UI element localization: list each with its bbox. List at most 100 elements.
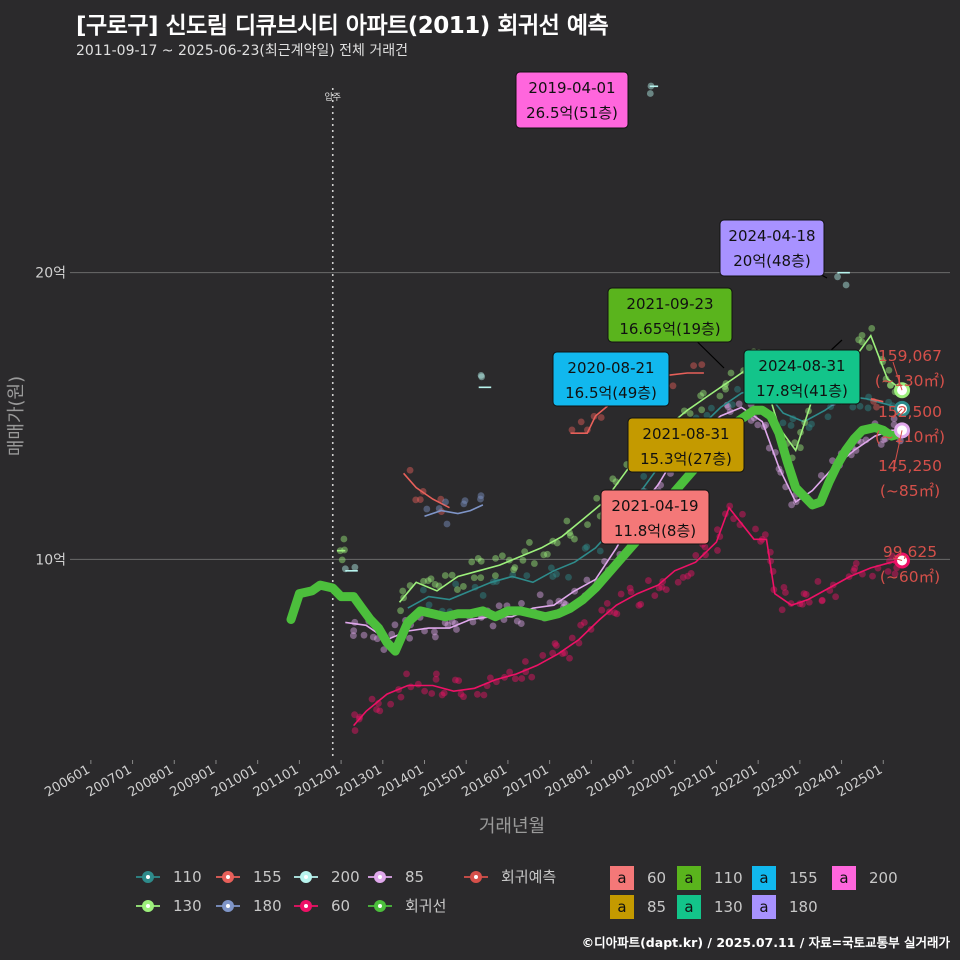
scatter-point [584, 521, 591, 529]
scatter-point [583, 543, 591, 551]
prediction-leader [892, 361, 903, 391]
x-tick-label: 202301 [751, 762, 801, 800]
scatter-point [635, 601, 643, 609]
annotation-box [743, 349, 861, 405]
legend-box-glyph: a [617, 869, 626, 887]
x-tick-label: 202501 [835, 762, 885, 800]
prediction-value: 145,250 [878, 457, 942, 475]
scatter-point [437, 495, 445, 503]
scatter-point [349, 632, 357, 639]
x-tick-label: 201701 [501, 762, 551, 800]
scatter-point [802, 591, 810, 598]
scatter-point [662, 586, 670, 594]
scatter-point [587, 625, 595, 633]
scatter-point [609, 475, 617, 483]
y-axis-title: 매매가(원) [6, 376, 27, 456]
scatter-point [518, 600, 525, 607]
scatter-point [692, 552, 700, 559]
annotation-date: 2021-09-23 [626, 295, 713, 313]
scatter-point [452, 580, 460, 588]
legend-label: 회귀예측 [501, 868, 556, 886]
scatter-point [551, 640, 559, 647]
chart-title: [구로구] 신도림 디큐브시티 아파트(2011) 회귀선 예측 [76, 13, 609, 39]
scatter-point [679, 574, 687, 581]
annotation-date: 2024-04-18 [728, 227, 815, 245]
scatter-point [406, 466, 414, 474]
scatter-point [543, 550, 551, 558]
scatter-point [581, 544, 589, 552]
scatter-point [890, 415, 898, 423]
x-tick-label: 201401 [376, 762, 426, 800]
scatter-point [796, 444, 804, 452]
scatter-point [441, 572, 449, 579]
scatter-point [858, 331, 866, 339]
scatter-point [567, 532, 574, 539]
prediction-value: 159,067 [878, 347, 942, 365]
scatter-point [510, 566, 518, 574]
scatter-point [441, 619, 449, 627]
scatter-point [684, 572, 692, 580]
scatter-point [727, 369, 735, 377]
scatter-point [698, 406, 706, 414]
scatter-point [613, 610, 621, 618]
scatter-point [728, 401, 736, 409]
scatter-point [340, 535, 348, 543]
scatter-point [577, 621, 585, 629]
annotation-layer: 2019-04-01 26.5억(51층) 2024-04-18 20억(48층) 20… [515, 71, 861, 545]
scatter-point [461, 497, 469, 505]
prediction-size: (~110㎡) [875, 428, 945, 446]
prediction-leader [892, 430, 903, 473]
scatter-point [444, 621, 452, 629]
scatter-point [778, 606, 786, 614]
scatter-point [420, 577, 427, 585]
scatter-point [549, 649, 557, 657]
scatter-point [539, 652, 547, 659]
legend-box-key [677, 866, 701, 890]
legend-label: 200 [331, 868, 360, 886]
legend-dot-center [146, 904, 150, 908]
scatter-point [440, 689, 448, 697]
scatter-point [451, 676, 459, 684]
scatter-point [388, 630, 396, 638]
scatter-point [896, 437, 904, 445]
legend-dot-center [474, 875, 478, 879]
legend-dot-center [378, 875, 382, 879]
legend-dot-center [146, 875, 150, 879]
scatter-point [486, 674, 494, 682]
scatter-point [603, 599, 611, 607]
scatter-point [530, 560, 538, 567]
scatter-point [457, 690, 465, 698]
scatter-point [782, 589, 789, 596]
legend-label: 130 [173, 897, 202, 915]
scatter-point [698, 361, 706, 369]
scatter-point [477, 574, 485, 582]
scatter-point [454, 586, 461, 594]
legend-box-key [832, 866, 856, 890]
x-tick-label: 202101 [668, 762, 718, 800]
x-tick-label: 201501 [418, 762, 468, 800]
scatter-point [414, 680, 422, 688]
scatter-point [397, 607, 404, 615]
scatter-point [412, 496, 420, 504]
scatter-point [687, 569, 695, 577]
scatter-point [376, 707, 384, 715]
legend-label: 회귀선 [405, 897, 446, 915]
y-tick-label: 10억 [35, 552, 66, 568]
x-tick-label: 201101 [251, 762, 301, 800]
scatter-point [419, 586, 427, 594]
scatter-point [356, 713, 364, 721]
scatter-point [477, 492, 485, 500]
legend-dot-center [226, 904, 230, 908]
legend-box-glyph: a [759, 898, 768, 916]
scatter-point [522, 658, 529, 665]
scatter-point [368, 695, 376, 703]
scatter-point [864, 404, 872, 412]
annotation-price: 20억(48층) [733, 252, 810, 270]
scatter-point [351, 711, 358, 719]
scatter-point [380, 646, 388, 654]
scatter-point [699, 389, 707, 397]
scatter-point [583, 576, 591, 584]
prediction-value: 99,625 [883, 543, 937, 561]
scatter-point [834, 273, 841, 281]
scatter-point [824, 413, 832, 421]
